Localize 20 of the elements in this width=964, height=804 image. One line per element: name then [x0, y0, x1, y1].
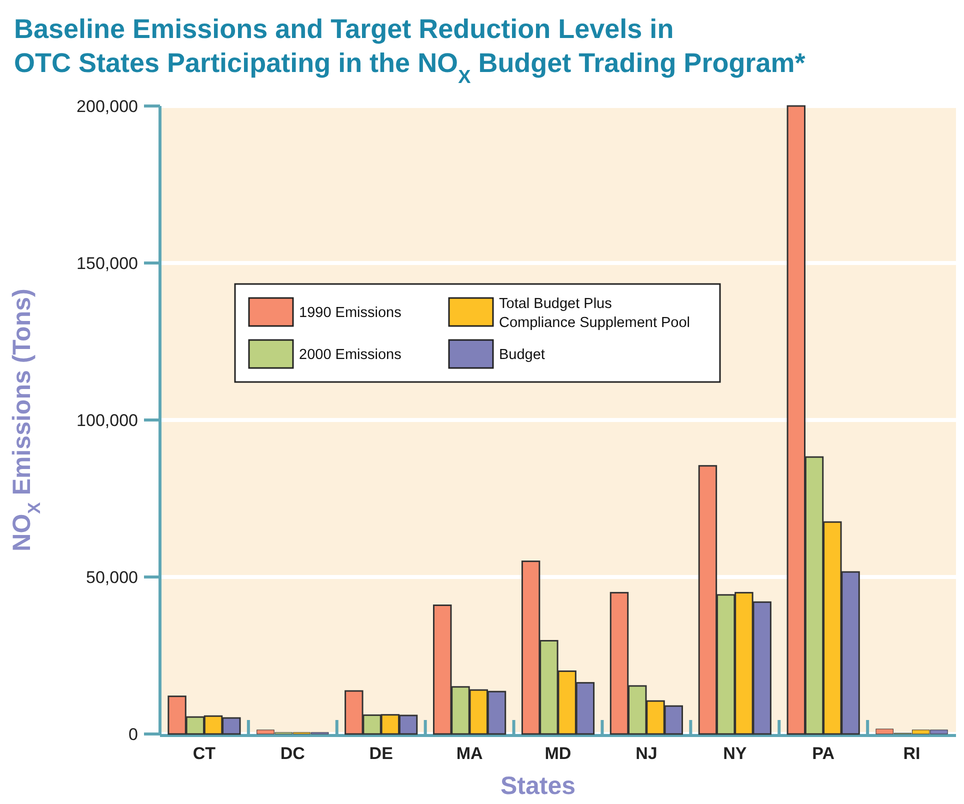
y-tick-label: 0 [128, 724, 138, 744]
x-tick-label: NY [723, 744, 748, 763]
x-tick-label: CT [192, 744, 216, 763]
x-tick-label: MD [544, 744, 572, 763]
legend-label: Budget [499, 347, 545, 364]
legend-label: Total Budget Plus Compliance Supplement Pool [499, 296, 690, 332]
x-tick-label: MA [456, 744, 483, 763]
legend-label: 2000 Emissions [299, 347, 402, 364]
x-tick-label: NJ [636, 744, 658, 763]
x-tick-label: PA [812, 744, 835, 763]
y-tick-label: 200,000 [76, 96, 138, 116]
x-axis-title: States [500, 772, 576, 800]
x-tick-label: RI [903, 744, 920, 763]
y-tick-label: 150,000 [76, 254, 138, 273]
chart-title: Baseline Emissions and Target Reduction Levels in OTC States Participating in the NO$_{X}$ Budget Trading Program* [14, 14, 806, 88]
y-tick-label: 50,000 [86, 568, 138, 587]
legend-label: 1990 Emissions [299, 305, 402, 322]
x-tick-label: DE [369, 744, 393, 763]
y-tick-label: 100,000 [76, 410, 138, 430]
x-tick-label: DC [280, 744, 305, 763]
